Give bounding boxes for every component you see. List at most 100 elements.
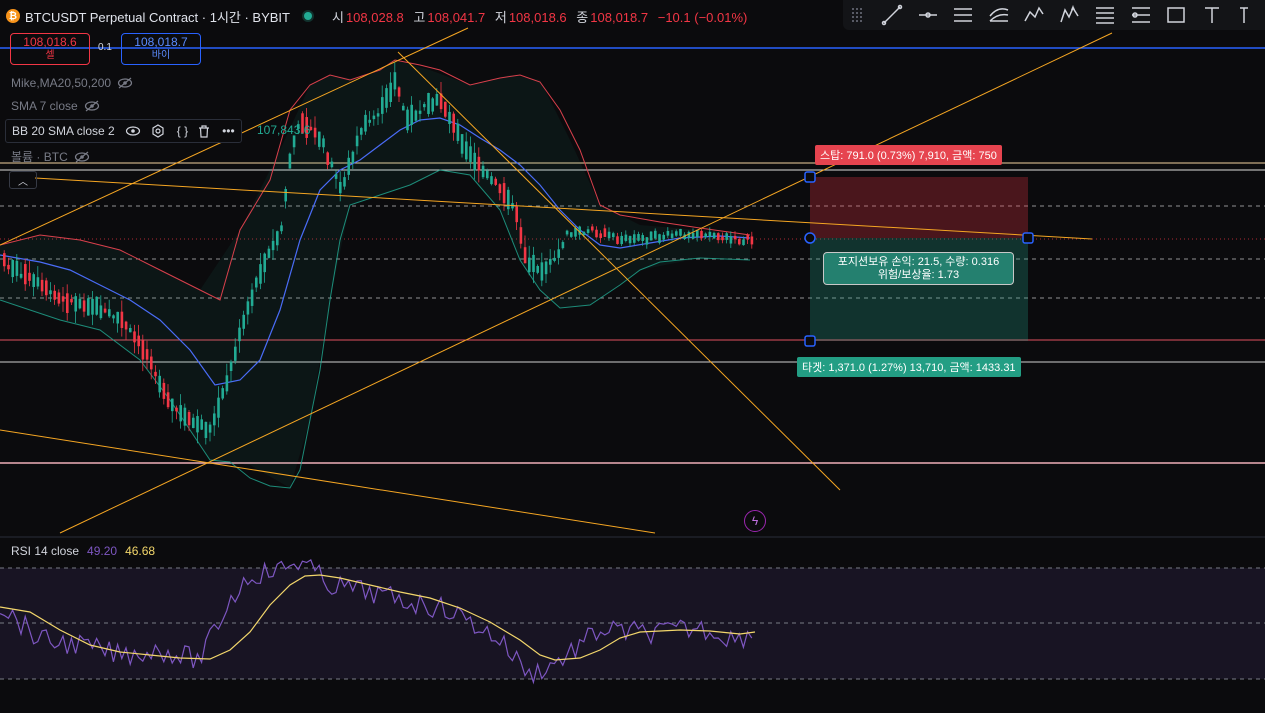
candle-body [229,361,233,371]
candle-body [662,234,665,240]
collapse-legend-button[interactable]: ︿ [9,171,37,189]
stop-zone[interactable] [810,177,1028,238]
trend-line-icon[interactable] [874,1,910,29]
indicator-ma[interactable]: Mike,MA20,50,200 [11,76,133,90]
candle-body [95,296,98,315]
candle-body [532,254,535,273]
candle-body [305,117,308,138]
high-key: 고 [413,9,426,25]
candle-body [192,417,195,428]
more-icon[interactable] [1230,1,1265,29]
candle-body [486,170,489,179]
ohlc-values: 시 108,028.8 고 108,041.7 저 108,018.6 종 108,01… [326,7,747,26]
fib-retracement-icon[interactable] [1087,1,1123,29]
indicator-sma[interactable]: SMA 7 close [11,99,100,113]
eye-hidden-icon[interactable] [117,77,133,89]
parallel-channel-icon[interactable] [945,1,981,29]
candle-body [288,153,292,169]
candle-body [423,104,426,108]
candle-body [53,290,56,300]
indicator-sma-label: SMA 7 close [11,99,78,113]
rsi-ma-value: 46.68 [125,544,156,558]
candle-body [729,236,733,244]
candle-body [242,314,245,329]
candle-body [570,232,573,237]
candle-body [45,280,48,296]
indicator-bb-value: 107,843.6 [257,123,311,137]
chart-header: ₿ BTCUSDT Perpetual Contract · 1시간 · BYB… [6,5,747,27]
candle-body [36,277,40,287]
candle-body [339,181,342,194]
rsi-name: RSI 14 close [11,544,80,558]
candle-body [389,82,392,102]
candle-body [179,405,182,422]
candle-body [540,262,544,281]
elliott-wave-icon[interactable]: A [1052,1,1088,29]
eye-icon[interactable] [125,125,141,137]
lightning-icon[interactable]: ϟ [744,510,766,532]
source-code-icon[interactable]: { } [176,124,189,138]
gann-icon[interactable] [1123,1,1159,29]
candle-body [70,298,73,303]
candle-body [19,273,23,278]
candle-body [561,242,565,249]
candle-body [406,109,409,131]
candle-body [276,231,279,246]
candle-body [263,253,266,273]
candle-body [687,231,691,238]
candle-body [624,234,628,241]
drag-handle-icon[interactable] [851,7,863,23]
candle-body [318,131,321,147]
pitchfork-icon[interactable] [981,1,1017,29]
position-info-box[interactable]: 포지션보유 손익: 21.5, 수량: 0.316 위험/보상율: 1.73 [823,252,1014,285]
candle-body [250,289,254,306]
candle-body [116,311,119,324]
sell-button[interactable]: 108,018.6 셀 [10,33,90,65]
candle-body [284,189,287,202]
candle-body [213,413,216,426]
candle-body [301,113,304,134]
candle-body [208,424,212,433]
delete-icon[interactable] [198,124,210,138]
candle-body [343,177,346,187]
take-profit-label[interactable]: 타겟: 1,371.0 (1.27%) 13,710, 금액: 1433.31 [797,357,1021,377]
candle-body [187,412,191,426]
indicator-bb[interactable]: BB 20 SMA close 2 { } ••• [5,119,242,143]
candle-body [87,298,90,316]
candle-body [82,300,86,312]
settings-icon[interactable] [151,124,165,138]
rsi-legend[interactable]: RSI 14 close 49.20 46.68 [11,544,155,558]
eye-hidden-icon[interactable] [84,100,100,112]
candle-body [137,335,140,347]
candle-body [507,189,510,210]
candle-body [3,253,6,267]
candle-body [599,233,602,239]
symbol-title[interactable]: BTCUSDT Perpetual Contract · 1시간 · BYBIT [25,9,290,25]
candle-body [637,234,640,241]
moving-average-line [0,117,751,386]
sell-price: 108,018.6 [23,35,77,49]
candle-body [99,305,103,319]
candle-body [465,141,468,160]
horizontal-line-icon[interactable] [910,1,946,29]
more-options-icon[interactable]: ••• [222,124,235,138]
rectangle-icon[interactable] [1158,1,1194,29]
stop-loss-label[interactable]: 스탑: 791.0 (0.73%) 7,910, 금액: 750 [815,145,1002,165]
candle-body [397,87,401,97]
position-handles[interactable] [804,171,1034,347]
candle-body [557,249,560,258]
text-icon[interactable] [1194,1,1230,29]
pattern-icon[interactable] [1016,1,1052,29]
candle-body [364,114,367,132]
candle-body [620,235,623,245]
bollinger-lower [0,169,751,489]
buy-button[interactable]: 108,018.7 바이 [121,33,201,65]
candle-body [313,127,317,138]
candlesticks[interactable] [3,62,754,445]
candle-body [675,231,678,236]
indicator-volume[interactable]: 볼륨 · BTC [11,148,90,165]
eye-hidden-icon[interactable] [74,151,90,163]
candle-body [502,183,506,204]
candle-body [536,265,539,273]
